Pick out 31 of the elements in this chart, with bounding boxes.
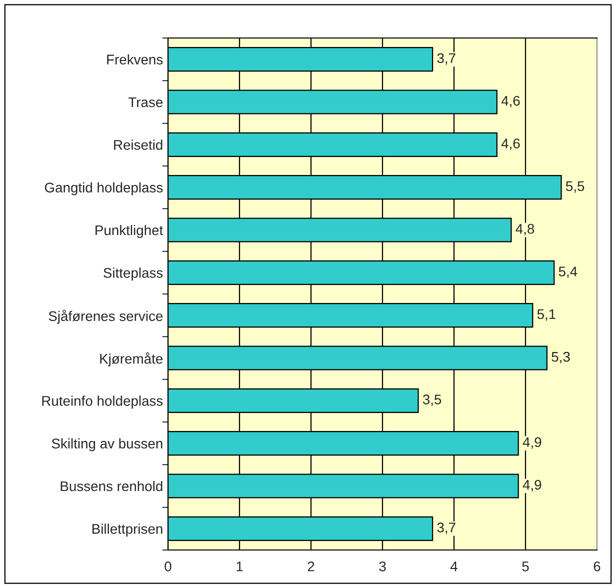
y-tick-label: Trase: [128, 97, 163, 108]
data-label: 4,9: [522, 480, 542, 492]
data-label: 5,1: [537, 309, 556, 321]
y-tick-label: Reisetid: [114, 140, 162, 150]
y-tick-label: Sitteplass: [104, 268, 163, 281]
data-label: 3,7: [437, 522, 456, 534]
data-label: 5,5: [566, 181, 584, 193]
data-label: 4,6: [501, 96, 520, 108]
data-label: 3,7: [437, 53, 456, 65]
y-tick-label: Billettprisen: [92, 524, 162, 537]
x-tick-label: 3: [379, 561, 386, 572]
x-tick-label: 4: [450, 562, 458, 572]
x-tick-label: 1: [236, 562, 243, 572]
data-label: 3,5: [422, 394, 442, 406]
y-tick-label: Frekvens: [107, 54, 163, 65]
data-label: 4,6: [501, 138, 520, 150]
y-tick-label: Skilting av bussen: [52, 438, 162, 452]
y-tick-label: Bussens renhold: [60, 480, 162, 492]
y-tick-label: Gangtid holdeplass: [44, 182, 163, 196]
data-label: 4,8: [516, 224, 534, 236]
y-tick-label: Sjåførenes service: [48, 310, 163, 324]
y-tick-label: Kjøremåte: [100, 352, 163, 366]
x-tick-label: 2: [308, 561, 314, 572]
data-label: 4,9: [522, 437, 542, 449]
data-label: 5,4: [558, 266, 578, 278]
x-tick-label: 6: [594, 561, 600, 572]
y-tick-label: Ruteinfo holdeplass: [42, 396, 163, 409]
x-tick-label: 0: [164, 561, 172, 572]
y-tick-label: Punktlighet: [96, 224, 164, 238]
data-label: 5,3: [552, 352, 570, 364]
x-tick-label: 5: [522, 562, 529, 572]
